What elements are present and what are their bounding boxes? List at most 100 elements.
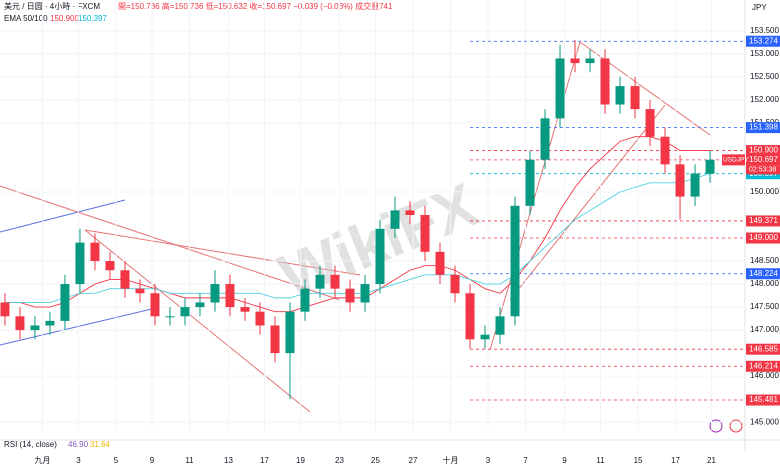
x-tick-label: 3 (486, 456, 491, 465)
candle-body (480, 334, 490, 340)
candle-body (690, 173, 700, 197)
candle-body (315, 274, 325, 289)
x-tick-label: 23 (335, 456, 344, 465)
candle-body (360, 284, 370, 303)
level-label: 149.371 (749, 216, 778, 225)
candle-body (270, 325, 280, 354)
x-tick-label: 27 (409, 456, 418, 465)
y-tick-label: 148.500 (750, 256, 779, 265)
candle-body (465, 293, 475, 340)
candle-body (600, 58, 610, 105)
candle-body (120, 270, 130, 289)
level-box (746, 215, 780, 227)
currency: JPY (752, 3, 767, 12)
candle-body (450, 274, 460, 294)
level-label: 153.274 (749, 36, 778, 45)
candle-body (180, 307, 190, 317)
header-ohlc: 開=150.736 高=150.736 低=150.632 收=150.697 … (118, 1, 393, 11)
ema-value: 150.900 (50, 14, 79, 23)
candle-body (540, 118, 550, 160)
level-box (746, 232, 780, 244)
rsi-label: RSI (14, close) (4, 440, 57, 449)
level-label: 145.481 (749, 395, 778, 404)
ema-line (4, 173, 711, 303)
candle-body (390, 210, 400, 229)
ema-label: EMA 50/100 (4, 14, 48, 23)
level-box (746, 268, 780, 280)
event-icon[interactable] (729, 419, 743, 433)
rsi-value: 31.64 (90, 440, 111, 449)
header-symbol: 美元 / 日圆 · 4小時 · FXCM (4, 1, 100, 11)
candle-body (45, 320, 55, 326)
rsi-value: 46.90 (68, 440, 89, 449)
candle-body (555, 58, 565, 119)
candle-body (585, 58, 595, 64)
candle-body (255, 311, 265, 326)
x-tick-label: 十月 (443, 455, 459, 465)
candle-body (240, 307, 250, 312)
trend-line (84, 229, 311, 413)
level-box (746, 145, 780, 157)
candle-body (525, 159, 535, 206)
x-tick-label: 15 (634, 456, 643, 465)
candle-body (0, 302, 10, 317)
candle-body (195, 302, 205, 308)
symbol-label: USDJPY (723, 157, 749, 164)
candle-body (90, 242, 100, 262)
candle-body (705, 159, 715, 174)
candle-body (405, 210, 415, 215)
y-tick-label: 153.000 (750, 49, 779, 58)
x-tick-label: 3 (76, 456, 81, 465)
level-label: 150.900 (749, 146, 778, 155)
candle-body (420, 215, 430, 252)
candle-body (615, 86, 625, 105)
level-box (746, 360, 780, 372)
x-tick-label: 9 (150, 456, 155, 465)
level-label: 151.398 (749, 123, 778, 132)
y-tick-label: 152.500 (750, 72, 779, 81)
channel-line (0, 306, 161, 346)
x-tick-label: 7 (523, 456, 528, 465)
x-tick-label: 17 (260, 456, 269, 465)
candle-body (15, 316, 25, 331)
level-label: 150.697 (749, 155, 778, 164)
y-tick-label: 153.500 (750, 26, 779, 35)
y-tick-label: 150.000 (750, 187, 779, 196)
y-tick-label: 145.000 (750, 417, 779, 426)
candle-body (165, 316, 175, 318)
level-box (746, 394, 780, 406)
candle-body (630, 86, 640, 110)
x-tick-label: 21 (707, 456, 716, 465)
level-box (746, 343, 780, 355)
alert-icon[interactable] (709, 419, 723, 433)
y-tick-label: 147.000 (750, 325, 779, 334)
trend-line (84, 229, 361, 276)
y-tick-label: 147.500 (750, 302, 779, 311)
level-box (746, 122, 780, 134)
candle-body (285, 311, 295, 354)
x-tick-label: 九月 (34, 456, 50, 465)
candle-body (210, 284, 220, 303)
countdown-box (746, 165, 780, 175)
x-tick-label: 11 (185, 456, 194, 465)
candle-body (75, 242, 85, 285)
candle-body (375, 228, 385, 285)
x-tick-label: 25 (371, 456, 380, 465)
x-tick-label: 17 (671, 456, 680, 465)
y-tick-label: 148.000 (750, 279, 779, 288)
ema-value: 150.397 (78, 14, 107, 23)
candle-body (510, 205, 520, 317)
candle-body (345, 288, 355, 303)
level-box (746, 35, 780, 47)
level-label: 148.224 (749, 269, 778, 278)
y-tick-label: 146.000 (750, 371, 779, 380)
candle-body (570, 58, 580, 64)
level-label: 146.214 (749, 361, 778, 370)
candle-body (300, 288, 310, 312)
candle-body (150, 293, 160, 317)
x-tick-label: 13 (224, 456, 233, 465)
trend-lines (0, 41, 711, 413)
symbol-box (722, 154, 745, 166)
